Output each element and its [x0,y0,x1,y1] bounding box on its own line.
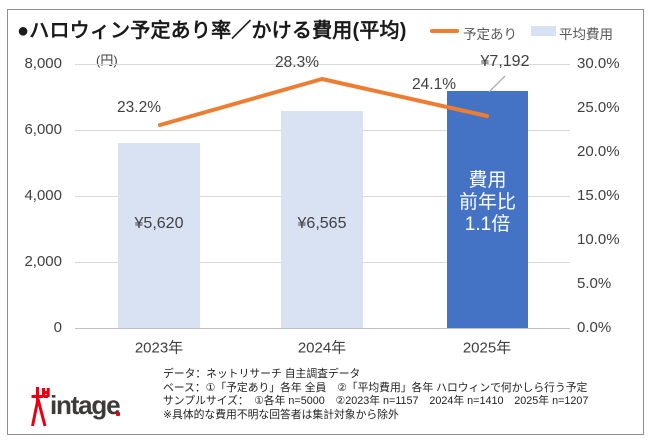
chart-frame [7,9,644,435]
category-label-2023: 2023年 [134,339,184,357]
legend-label-line: 予定あり [463,27,517,42]
plot-area: ¥5,620 ¥6,565 ¥7,192 23.2% 28.3% 24.1% 費… [75,53,570,329]
right-axis-tick: 20.0% [577,143,620,160]
left-axis-tick: 6,000 [24,121,62,138]
bar-value-label-2023: ¥5,620 [134,215,184,232]
callout-leader-line [488,75,506,93]
x-axis-baseline [75,328,570,329]
chart-title: ●ハロウィン予定あり率／かける費用(平均) [17,20,407,42]
intage-logo-icon [31,387,50,427]
bar-2025 [447,91,528,328]
yoy-annotation-line: 前年比 [458,192,516,213]
legend-label-bar: 平均費用 [559,27,613,42]
footnote-line: ベース：①「予定あり」各年 全員 ②「平均費用」各年 ハロウィンで何かしら行う予… [163,381,588,394]
gridline [75,64,570,65]
left-axis-tick: 0 [53,319,62,336]
left-axis-tick: 2,000 [24,253,62,270]
footnote-line: サンプルサイズ： ①各年 n=5000 ②2023年 n=1157 2024年 … [163,395,589,408]
category-label-2025: 2025年 [462,339,512,357]
right-axis-tick: 10.0% [577,231,620,248]
bar-series-swatch-icon [531,26,556,36]
right-axis-tick: 25.0% [577,99,620,116]
footnote-line: データ：ネットリサーチ 自主調査データ [163,368,361,380]
right-axis-tick: 15.0% [577,187,620,204]
line-value-label-2023: 23.2% [117,99,161,116]
yoy-annotation-line: 1.1倍 [464,214,511,235]
line-value-label-2024: 28.3% [275,54,319,71]
footnote-line: ※具体的な費用不明な回答者は集計対象から除外 [163,408,399,421]
line-series-swatch-icon [430,29,459,33]
bar-2024 [281,111,363,328]
line-value-label-2025: 24.1% [412,76,456,93]
left-axis-tick: 4,000 [24,187,62,204]
line-series [158,75,506,127]
footnotes: データ：ネットリサーチ 自主調査データ ベース：①「予定あり」各年 全員 ②「平… [163,368,638,422]
right-axis-tick: 30.0% [577,55,620,72]
right-axis-tick: 5.0% [577,275,612,292]
yoy-annotation-line: 費用 [468,170,507,191]
bar-2023 [118,143,200,328]
category-label-2024: 2024年 [297,339,347,357]
plan-rate-line [158,77,489,127]
left-axis-tick: 8,000 [24,55,62,72]
bar-value-label-2025: ¥7,192 [480,53,530,70]
right-axis-tick: 0.0% [577,319,612,336]
bar-value-label-2024: ¥6,565 [297,215,347,232]
intage-logo-text: intage [50,390,121,420]
intage-logo-dot [116,412,120,416]
yoy-annotation: 費用 前年比 1.1倍 [447,170,528,236]
